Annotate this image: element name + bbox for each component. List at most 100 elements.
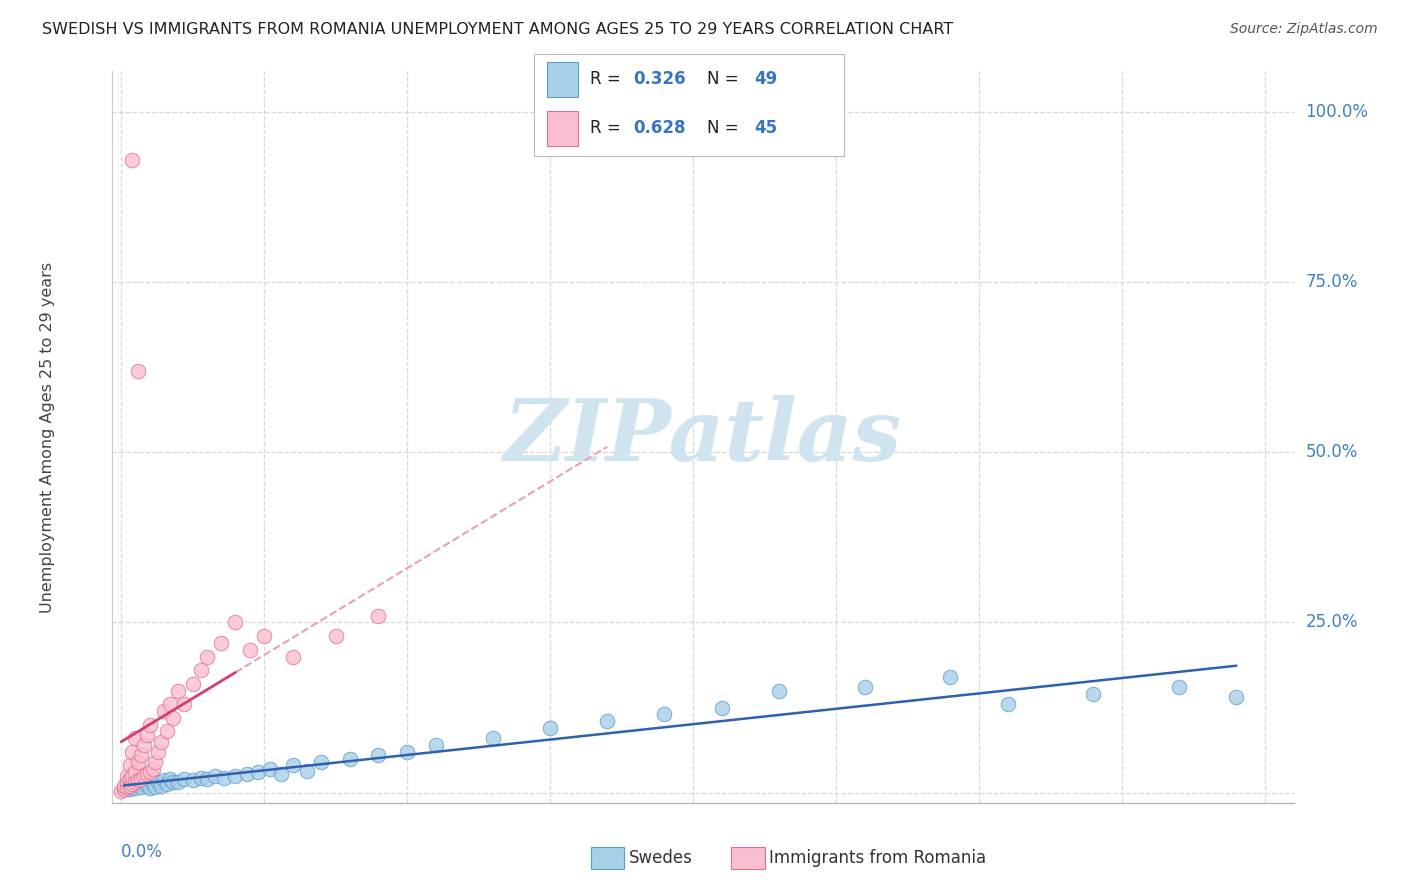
- Point: [121, 768, 143, 782]
- Point: [148, 745, 170, 759]
- Point: [121, 777, 143, 791]
- Point: [167, 683, 190, 698]
- Text: 25.0%: 25.0%: [1305, 614, 1358, 632]
- Point: [121, 745, 143, 759]
- Point: [124, 765, 146, 780]
- Point: [132, 768, 155, 782]
- Point: [181, 773, 204, 788]
- Point: [138, 717, 160, 731]
- Point: [129, 772, 152, 786]
- Point: [112, 782, 135, 797]
- Point: [148, 775, 170, 789]
- Text: N =: N =: [707, 119, 744, 136]
- Point: [124, 775, 146, 789]
- Point: [295, 764, 318, 778]
- Point: [367, 748, 389, 763]
- Point: [132, 738, 155, 752]
- Point: [768, 683, 790, 698]
- FancyBboxPatch shape: [547, 111, 578, 145]
- Point: [425, 738, 447, 752]
- Point: [145, 780, 167, 794]
- Point: [138, 765, 160, 780]
- Point: [195, 649, 218, 664]
- Point: [247, 765, 270, 780]
- Point: [195, 772, 218, 786]
- Point: [224, 768, 246, 782]
- Point: [190, 663, 212, 677]
- Point: [124, 731, 146, 746]
- Point: [118, 779, 141, 793]
- Point: [710, 700, 733, 714]
- Point: [190, 771, 212, 785]
- FancyBboxPatch shape: [547, 62, 578, 96]
- Point: [159, 772, 181, 786]
- Point: [127, 777, 149, 791]
- Point: [115, 780, 138, 794]
- Point: [325, 629, 347, 643]
- Point: [150, 734, 173, 748]
- Point: [1225, 690, 1247, 705]
- Point: [115, 780, 138, 794]
- Point: [596, 714, 619, 728]
- Text: 50.0%: 50.0%: [1305, 443, 1358, 461]
- Point: [167, 775, 190, 789]
- Text: R =: R =: [591, 70, 626, 87]
- Point: [135, 766, 157, 780]
- Point: [145, 755, 167, 769]
- Text: R =: R =: [591, 119, 626, 136]
- Point: [121, 153, 143, 167]
- Text: Source: ZipAtlas.com: Source: ZipAtlas.com: [1230, 22, 1378, 37]
- Point: [115, 768, 138, 782]
- Point: [138, 780, 160, 795]
- Point: [236, 766, 259, 780]
- Point: [1083, 687, 1105, 701]
- Point: [127, 755, 149, 769]
- Point: [309, 755, 332, 769]
- Text: 49: 49: [754, 70, 778, 87]
- Text: 0.326: 0.326: [633, 70, 686, 87]
- Point: [153, 773, 176, 788]
- Point: [118, 758, 141, 772]
- Point: [159, 697, 181, 711]
- Text: SWEDISH VS IMMIGRANTS FROM ROMANIA UNEMPLOYMENT AMONG AGES 25 TO 29 YEARS CORREL: SWEDISH VS IMMIGRANTS FROM ROMANIA UNEMP…: [42, 22, 953, 37]
- Point: [209, 636, 232, 650]
- Point: [127, 773, 149, 788]
- Point: [538, 721, 561, 735]
- Text: 45: 45: [754, 119, 778, 136]
- Point: [162, 711, 184, 725]
- Point: [239, 642, 262, 657]
- Point: [173, 697, 195, 711]
- Point: [118, 781, 141, 796]
- Point: [224, 615, 246, 630]
- Point: [173, 772, 195, 786]
- Point: [1168, 680, 1191, 694]
- Point: [121, 779, 143, 793]
- Point: [118, 772, 141, 786]
- Point: [132, 775, 155, 789]
- Text: Unemployment Among Ages 25 to 29 years: Unemployment Among Ages 25 to 29 years: [39, 261, 55, 613]
- Point: [181, 677, 204, 691]
- Text: Immigrants from Romania: Immigrants from Romania: [769, 849, 986, 867]
- Text: 0.0%: 0.0%: [121, 843, 163, 861]
- Point: [110, 783, 132, 797]
- Point: [141, 777, 163, 791]
- Point: [253, 629, 276, 643]
- Point: [270, 766, 292, 780]
- Point: [281, 758, 304, 772]
- Point: [259, 762, 281, 776]
- Text: Swedes: Swedes: [628, 849, 692, 867]
- Point: [204, 768, 226, 782]
- Point: [212, 771, 235, 785]
- Point: [162, 775, 184, 789]
- Point: [129, 780, 152, 794]
- Point: [281, 649, 304, 664]
- Point: [939, 670, 962, 684]
- Point: [654, 707, 676, 722]
- Text: 75.0%: 75.0%: [1305, 273, 1358, 292]
- Text: N =: N =: [707, 70, 744, 87]
- Point: [156, 724, 179, 739]
- Point: [112, 782, 135, 797]
- Point: [997, 697, 1019, 711]
- Point: [135, 779, 157, 793]
- Point: [141, 762, 163, 776]
